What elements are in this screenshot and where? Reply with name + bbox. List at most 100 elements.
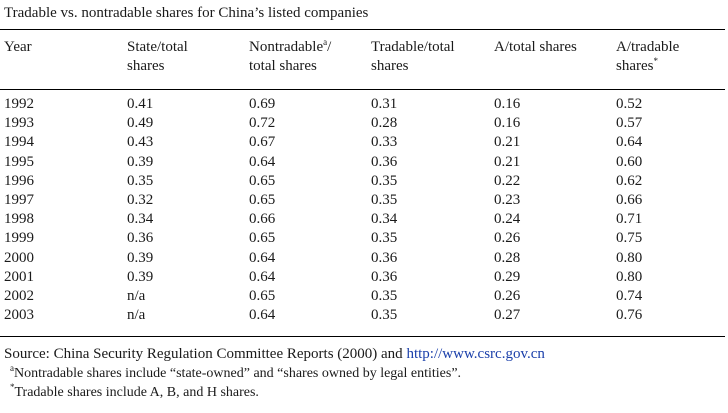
header-state-total: State/total shares xyxy=(127,38,188,76)
cell-state-total: 0.39 xyxy=(127,249,154,266)
cell-state-total: 0.49 xyxy=(127,115,154,132)
cell-tradable-total: 0.35 xyxy=(371,191,398,208)
cell-tradable-total: 0.28 xyxy=(371,115,398,132)
cell-tradable-total: 0.33 xyxy=(371,134,398,151)
footnote-a-marker: a xyxy=(10,363,14,373)
footnote-star-text: Tradable shares include A, B, and H shar… xyxy=(14,385,259,400)
cell-nontradable-total: 0.72 xyxy=(249,115,276,132)
table-row: 2000 0.39 0.64 0.36 0.28 0.80 xyxy=(0,249,725,268)
cell-a-total: 0.27 xyxy=(494,307,521,324)
cell-year: 1999 xyxy=(4,230,34,247)
header-a-tradable: A/tradable shares* xyxy=(616,38,679,76)
cell-year: 1998 xyxy=(4,211,34,228)
cell-year: 1995 xyxy=(4,153,34,170)
cell-year: 1994 xyxy=(4,134,34,151)
table-top-rule xyxy=(0,29,725,30)
header-year-text: Year xyxy=(4,39,32,55)
table-row: 1999 0.36 0.65 0.35 0.26 0.75 xyxy=(0,229,725,248)
cell-state-total: 0.39 xyxy=(127,153,154,170)
cell-a-total: 0.26 xyxy=(494,287,521,304)
cell-nontradable-total: 0.65 xyxy=(249,230,276,247)
footnote-a: aNontradable shares include “state-owned… xyxy=(10,364,545,383)
table-row: 1996 0.35 0.65 0.35 0.22 0.62 xyxy=(0,172,725,191)
cell-a-tradable: 0.74 xyxy=(616,287,643,304)
cell-a-total: 0.21 xyxy=(494,153,521,170)
cell-nontradable-total: 0.65 xyxy=(249,287,276,304)
cell-a-tradable: 0.66 xyxy=(616,191,643,208)
cell-a-total: 0.23 xyxy=(494,191,521,208)
cell-nontradable-total: 0.64 xyxy=(249,307,276,324)
cell-state-total: 0.43 xyxy=(127,134,154,151)
cell-year: 1997 xyxy=(4,191,34,208)
cell-a-tradable: 0.76 xyxy=(616,307,643,324)
source-text: Source: China Security Regulation Commit… xyxy=(4,346,407,362)
cell-a-total: 0.22 xyxy=(494,172,521,189)
cell-nontradable-total: 0.66 xyxy=(249,211,276,228)
cell-state-total: n/a xyxy=(127,307,146,324)
cell-year: 1992 xyxy=(4,96,34,112)
table-row: 1994 0.43 0.67 0.33 0.21 0.64 xyxy=(0,133,725,152)
table-bottom-rule xyxy=(0,336,725,337)
header-nontradable-slash: / xyxy=(327,39,332,55)
table-row: 2003 n/a 0.64 0.35 0.27 0.76 xyxy=(0,306,725,325)
cell-a-tradable: 0.75 xyxy=(616,230,643,247)
table-body: 1992 0.41 0.69 0.31 0.16 0.52 1993 0.49 0.72 0.28… xyxy=(0,95,725,325)
cell-a-tradable: 0.57 xyxy=(616,115,643,132)
footnote-marker-star: * xyxy=(653,56,659,66)
cell-state-total: 0.36 xyxy=(127,230,154,247)
cell-a-tradable: 0.62 xyxy=(616,172,643,189)
cell-tradable-total: 0.31 xyxy=(371,96,398,112)
cell-state-total: 0.39 xyxy=(127,268,154,285)
footnote-star: *Tradable shares include A, B, and H sha… xyxy=(10,383,545,402)
header-year: Year xyxy=(4,38,32,57)
cell-a-total: 0.16 xyxy=(494,96,521,112)
cell-year: 1996 xyxy=(4,172,34,189)
cell-tradable-total: 0.36 xyxy=(371,249,398,266)
cell-state-total: 0.32 xyxy=(127,191,154,208)
cell-a-tradable: 0.71 xyxy=(616,211,643,228)
cell-a-tradable: 0.60 xyxy=(616,153,643,170)
header-a-tradable-line2: shares xyxy=(616,58,654,74)
table-row: 1992 0.41 0.69 0.31 0.16 0.52 xyxy=(0,95,725,114)
table-row: 2002 n/a 0.65 0.35 0.26 0.74 xyxy=(0,287,725,306)
cell-state-total: 0.41 xyxy=(127,96,154,112)
cell-year: 1993 xyxy=(4,115,34,132)
cell-nontradable-total: 0.65 xyxy=(249,191,276,208)
cell-year: 2003 xyxy=(4,307,34,324)
cell-tradable-total: 0.35 xyxy=(371,230,398,247)
cell-tradable-total: 0.36 xyxy=(371,268,398,285)
cell-a-tradable: 0.64 xyxy=(616,134,643,151)
cell-nontradable-total: 0.64 xyxy=(249,268,276,285)
table-row: 1997 0.32 0.65 0.35 0.23 0.66 xyxy=(0,191,725,210)
cell-state-total: 0.34 xyxy=(127,211,154,228)
cell-a-total: 0.24 xyxy=(494,211,521,228)
source-link[interactable]: http://www.csrc.gov.cn xyxy=(406,346,545,362)
cell-a-total: 0.29 xyxy=(494,268,521,285)
cell-a-total: 0.26 xyxy=(494,230,521,247)
footnote-a-text: Nontradable shares include “state-owned”… xyxy=(14,366,462,381)
table-notes: Source: China Security Regulation Commit… xyxy=(4,345,545,402)
header-a-total-text: A/total shares xyxy=(494,39,577,55)
header-tradable-total: Tradable/total shares xyxy=(371,38,455,76)
cell-a-tradable: 0.52 xyxy=(616,96,643,112)
cell-tradable-total: 0.35 xyxy=(371,307,398,324)
footnote-marker-a: a xyxy=(323,37,328,47)
table-caption: Tradable vs. nontradable shares for Chin… xyxy=(4,5,369,21)
cell-a-total: 0.21 xyxy=(494,134,521,151)
header-state-total-line2: shares xyxy=(127,58,165,74)
header-rule xyxy=(0,89,725,90)
cell-tradable-total: 0.34 xyxy=(371,211,398,228)
cell-tradable-total: 0.35 xyxy=(371,287,398,304)
cell-nontradable-total: 0.64 xyxy=(249,249,276,266)
cell-a-tradable: 0.80 xyxy=(616,268,643,285)
cell-tradable-total: 0.36 xyxy=(371,153,398,170)
cell-year: 2001 xyxy=(4,268,34,285)
header-a-tradable-line1: A/tradable xyxy=(616,39,680,55)
header-nontradable-line2: total shares xyxy=(249,58,317,74)
cell-nontradable-total: 0.65 xyxy=(249,172,276,189)
table-row: 1998 0.34 0.66 0.34 0.24 0.71 xyxy=(0,210,725,229)
cell-year: 2002 xyxy=(4,287,34,304)
cell-nontradable-total: 0.67 xyxy=(249,134,276,151)
header-nontradable-total: Nontradablea/ total shares xyxy=(249,38,331,76)
header-a-total: A/total shares xyxy=(494,38,577,57)
